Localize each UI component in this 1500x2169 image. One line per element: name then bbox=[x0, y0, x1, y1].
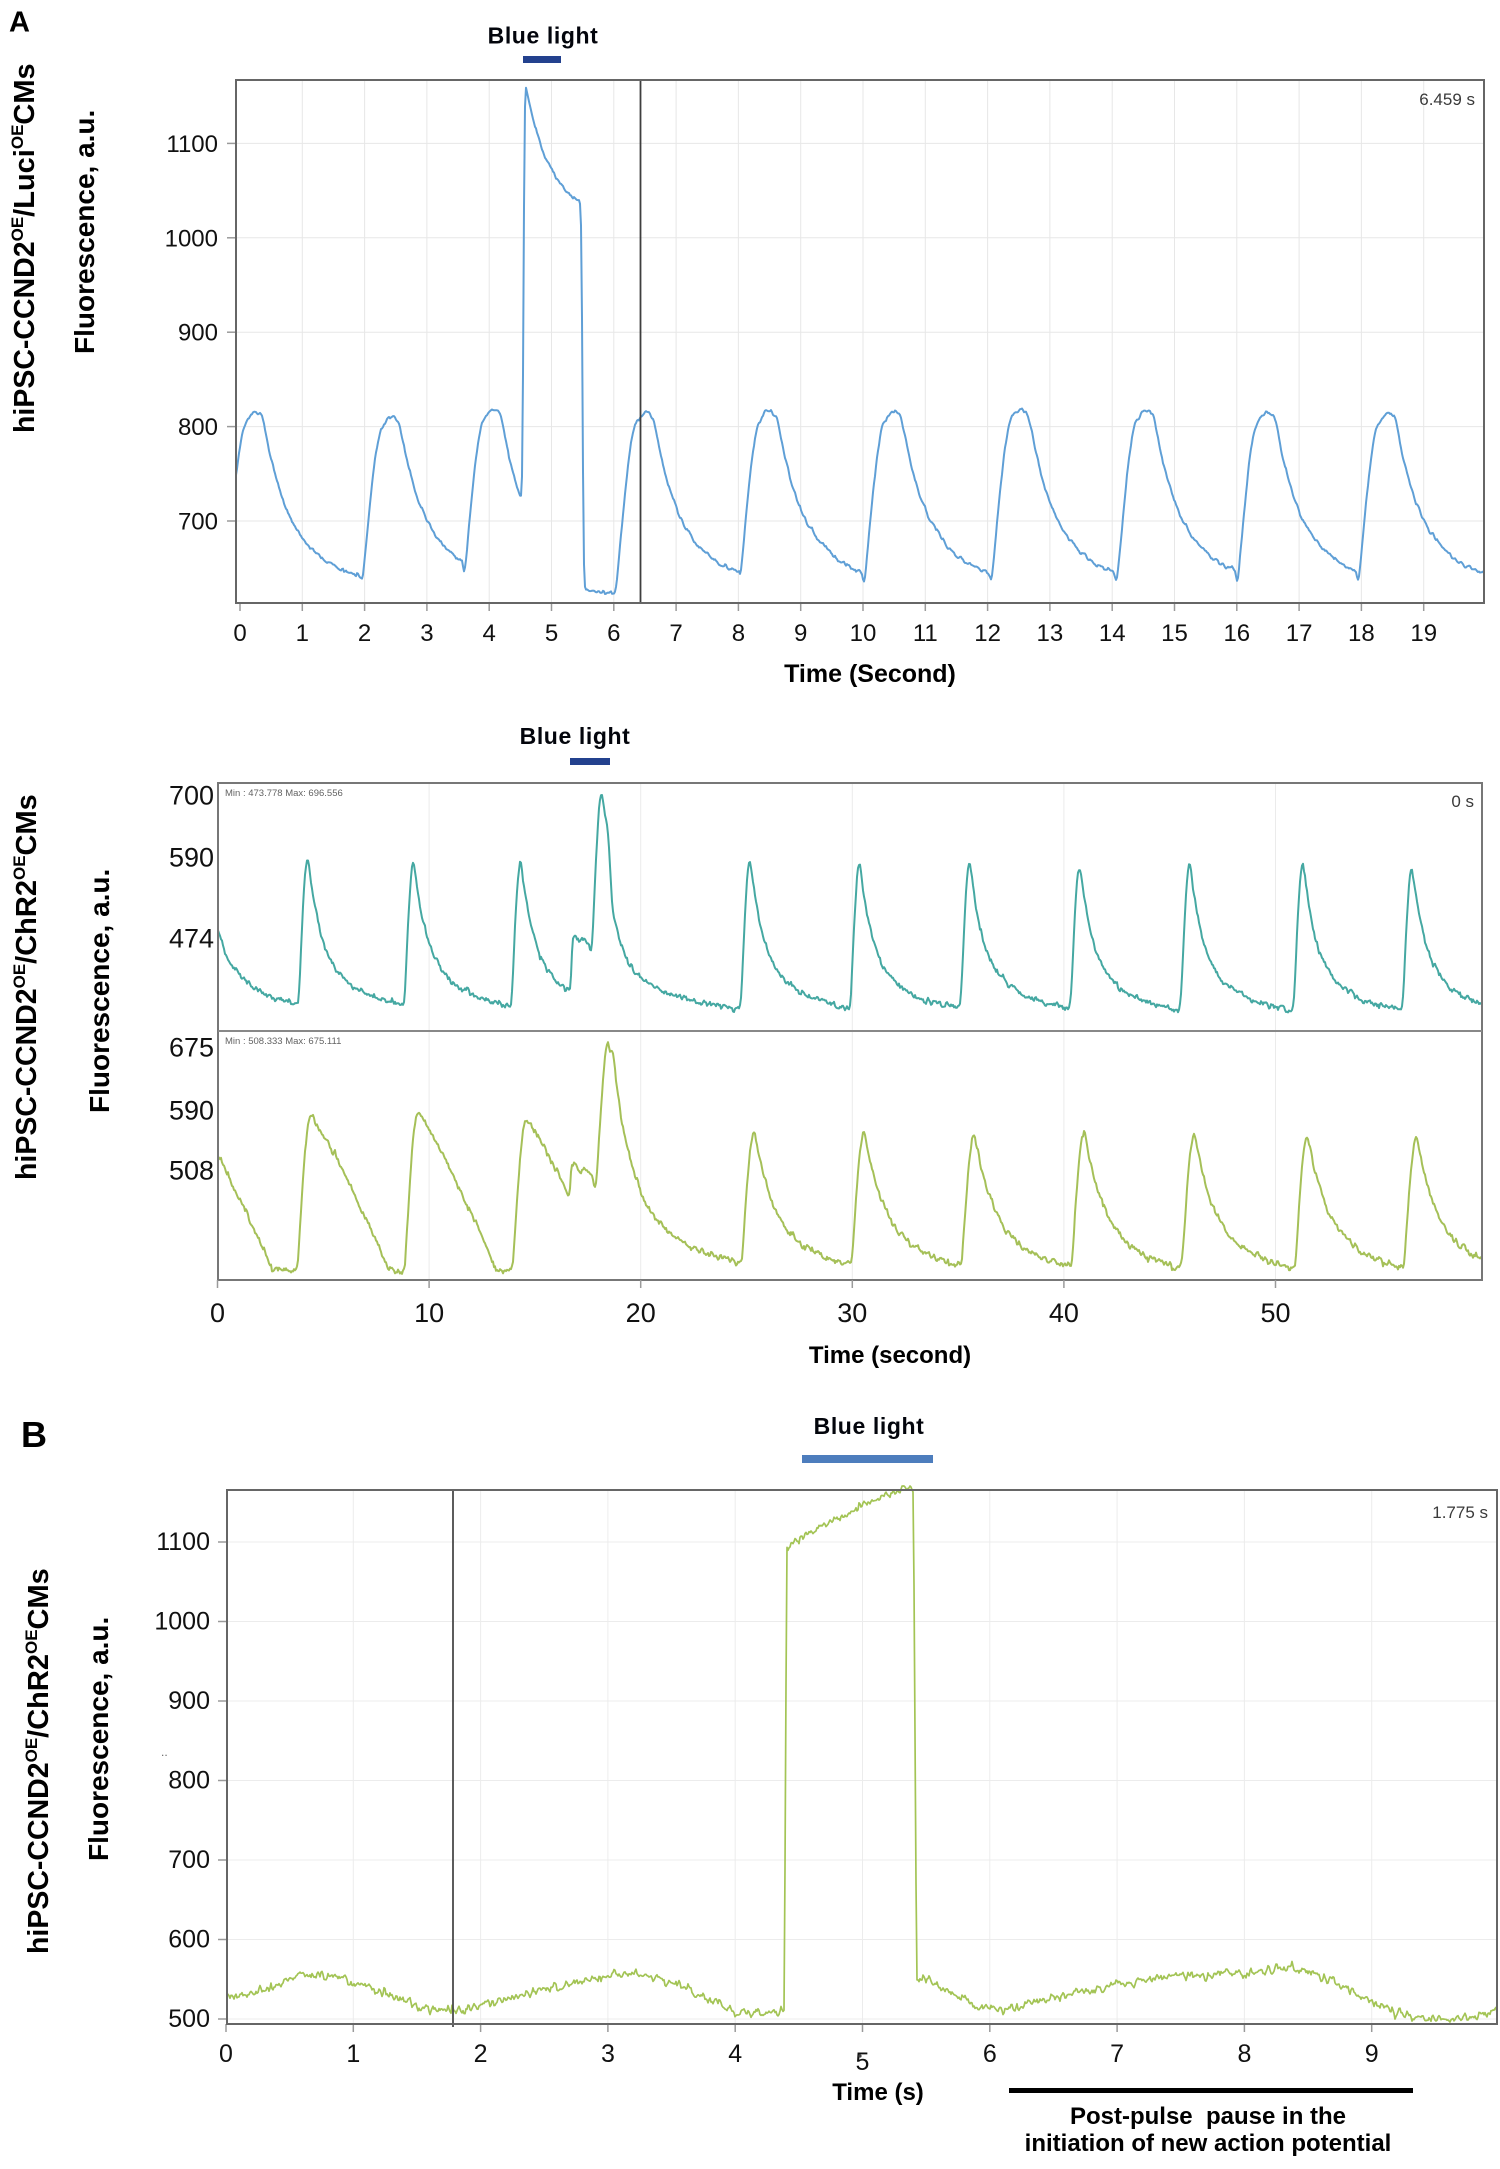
svg-text:500: 500 bbox=[168, 2005, 210, 2033]
svg-text:17: 17 bbox=[1286, 620, 1313, 647]
svg-text:4: 4 bbox=[728, 2040, 742, 2068]
svg-text:B: B bbox=[21, 1414, 47, 1455]
svg-text:Fluorescence, a.u.: Fluorescence, a.u. bbox=[84, 869, 115, 1113]
svg-text:10: 10 bbox=[850, 620, 877, 647]
svg-text:4: 4 bbox=[483, 620, 496, 647]
svg-text:590: 590 bbox=[169, 843, 214, 873]
svg-text:A: A bbox=[9, 7, 30, 39]
svg-text:1100: 1100 bbox=[166, 131, 218, 158]
svg-text:0: 0 bbox=[219, 2040, 233, 2068]
svg-text:700: 700 bbox=[168, 1846, 210, 1874]
svg-text:Fluorescence, a.u.: Fluorescence, a.u. bbox=[69, 110, 100, 354]
svg-text:9: 9 bbox=[1365, 2040, 1379, 2068]
svg-text:1000: 1000 bbox=[165, 225, 218, 252]
svg-text:Time (second): Time (second) bbox=[809, 1342, 971, 1369]
svg-text:50: 50 bbox=[1260, 1298, 1290, 1328]
svg-text:590: 590 bbox=[169, 1096, 214, 1126]
svg-text:8: 8 bbox=[732, 620, 745, 647]
svg-text:900: 900 bbox=[178, 320, 218, 347]
svg-text:11: 11 bbox=[913, 620, 938, 647]
svg-text:1: 1 bbox=[346, 2040, 360, 2068]
svg-text:5: 5 bbox=[856, 2048, 870, 2076]
svg-text:19: 19 bbox=[1410, 620, 1437, 647]
svg-text:3: 3 bbox=[601, 2040, 615, 2068]
svg-text:Min : 473.778 Max: 696.556: Min : 473.778 Max: 696.556 bbox=[225, 788, 343, 799]
svg-text:6: 6 bbox=[607, 620, 620, 647]
svg-text:Blue light: Blue light bbox=[520, 723, 631, 749]
svg-text:7: 7 bbox=[1110, 2040, 1124, 2068]
svg-text:3: 3 bbox=[420, 620, 433, 647]
svg-text:30: 30 bbox=[837, 1298, 867, 1328]
svg-text:15: 15 bbox=[1161, 620, 1188, 647]
svg-text:6.459 s: 6.459 s bbox=[1419, 90, 1475, 109]
svg-text:700: 700 bbox=[169, 781, 214, 811]
svg-text:0: 0 bbox=[210, 1298, 225, 1328]
svg-text:1.775 s: 1.775 s bbox=[1432, 1503, 1488, 1522]
svg-text:13: 13 bbox=[1037, 620, 1064, 647]
svg-text:Blue light: Blue light bbox=[488, 23, 599, 49]
svg-text:800: 800 bbox=[168, 1767, 210, 1795]
svg-text:7: 7 bbox=[669, 620, 682, 647]
svg-text:2: 2 bbox=[474, 2040, 488, 2068]
svg-text:9: 9 bbox=[794, 620, 807, 647]
svg-text:1000: 1000 bbox=[154, 1608, 210, 1636]
svg-text:474: 474 bbox=[169, 924, 214, 954]
svg-text:Time (s): Time (s) bbox=[832, 2079, 924, 2106]
svg-text:1: 1 bbox=[296, 620, 309, 647]
svg-text:16: 16 bbox=[1223, 620, 1250, 647]
svg-text:..: .. bbox=[161, 1745, 168, 1759]
svg-text:900: 900 bbox=[168, 1687, 210, 1715]
svg-text:12: 12 bbox=[974, 620, 1001, 647]
svg-text:0 s: 0 s bbox=[1451, 792, 1474, 811]
svg-text:1100: 1100 bbox=[156, 1528, 210, 1556]
svg-text:Post-pulse pause in the: Post-pulse pause in the bbox=[1070, 2103, 1346, 2130]
svg-text:700: 700 bbox=[178, 509, 218, 536]
svg-text:Time (Second): Time (Second) bbox=[784, 660, 956, 688]
svg-text:initiation of new action poten: initiation of new action potential bbox=[1025, 2130, 1392, 2157]
svg-text:6: 6 bbox=[983, 2040, 997, 2068]
svg-text:Min : 508.333 Max: 675.111: Min : 508.333 Max: 675.111 bbox=[225, 1036, 341, 1047]
svg-text:0: 0 bbox=[233, 620, 246, 647]
svg-text:Fluorescence, a.u.: Fluorescence, a.u. bbox=[83, 1617, 114, 1861]
svg-text:5: 5 bbox=[545, 620, 558, 647]
svg-text:600: 600 bbox=[168, 1926, 210, 1954]
svg-text:8: 8 bbox=[1237, 2040, 1251, 2068]
svg-text:508: 508 bbox=[169, 1156, 214, 1186]
svg-text:675: 675 bbox=[169, 1033, 214, 1063]
svg-text:800: 800 bbox=[178, 414, 218, 441]
svg-text:2: 2 bbox=[358, 620, 371, 647]
svg-text:10: 10 bbox=[414, 1298, 444, 1328]
svg-text:hiPSC-CCND2OE/LuciOECMs: hiPSC-CCND2OE/LuciOECMs bbox=[8, 63, 41, 433]
svg-text:20: 20 bbox=[626, 1298, 656, 1328]
svg-text:Blue light: Blue light bbox=[814, 1413, 925, 1439]
svg-text:14: 14 bbox=[1099, 620, 1126, 647]
svg-text:40: 40 bbox=[1049, 1298, 1079, 1328]
svg-text:18: 18 bbox=[1348, 620, 1375, 647]
